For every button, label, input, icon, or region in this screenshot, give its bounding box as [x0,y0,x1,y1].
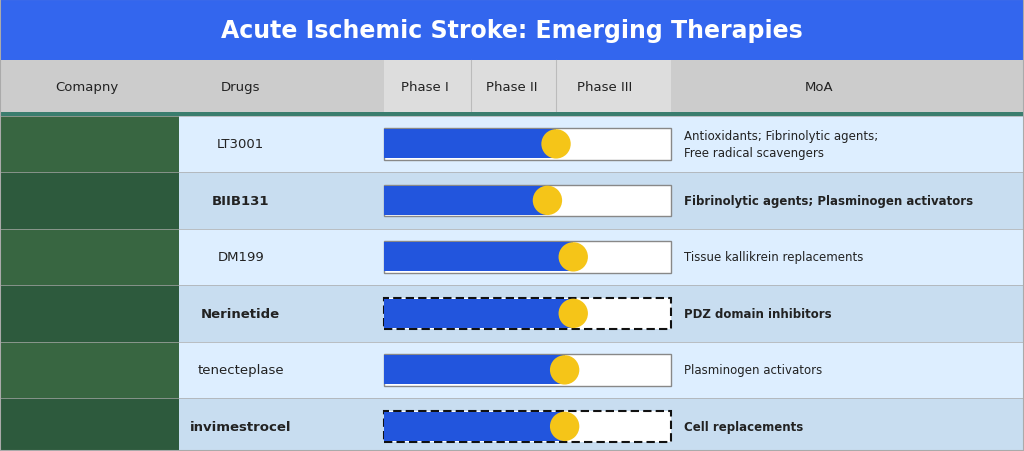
Text: Tissue kallikrein replacements: Tissue kallikrein replacements [684,251,863,264]
FancyBboxPatch shape [0,173,179,229]
FancyBboxPatch shape [384,61,671,113]
Text: Nerinetide: Nerinetide [201,307,281,320]
FancyBboxPatch shape [384,298,671,329]
FancyBboxPatch shape [0,398,179,451]
Text: Antioxidants; Fibrinolytic agents;
Free radical scavengers: Antioxidants; Fibrinolytic agents; Free … [684,129,879,160]
Ellipse shape [532,186,562,216]
Text: DM199: DM199 [217,251,264,264]
FancyBboxPatch shape [179,398,1024,451]
Text: BIIB131: BIIB131 [212,194,269,207]
FancyBboxPatch shape [179,342,1024,398]
Ellipse shape [558,299,588,328]
Text: LT3001: LT3001 [217,138,264,151]
Text: invimestrocel: invimestrocel [189,420,292,433]
FancyBboxPatch shape [384,243,573,272]
FancyBboxPatch shape [384,130,556,159]
FancyBboxPatch shape [179,285,1024,342]
FancyBboxPatch shape [0,116,179,173]
FancyBboxPatch shape [0,113,1024,116]
FancyBboxPatch shape [384,410,671,442]
FancyBboxPatch shape [384,412,564,441]
FancyBboxPatch shape [0,342,179,398]
Text: MoA: MoA [805,80,834,93]
FancyBboxPatch shape [384,299,573,328]
FancyBboxPatch shape [384,242,671,273]
FancyBboxPatch shape [0,0,1024,61]
FancyBboxPatch shape [0,61,1024,113]
Text: Phase III: Phase III [577,80,632,93]
FancyBboxPatch shape [0,285,179,342]
Text: Fibrinolytic agents; Plasminogen activators: Fibrinolytic agents; Plasminogen activat… [684,194,973,207]
Ellipse shape [550,412,580,441]
Text: Comapny: Comapny [55,80,119,93]
Text: Acute Ischemic Stroke: Emerging Therapies: Acute Ischemic Stroke: Emerging Therapie… [221,18,803,42]
FancyBboxPatch shape [179,116,1024,173]
Text: Drugs: Drugs [221,80,260,93]
FancyBboxPatch shape [384,187,548,216]
FancyBboxPatch shape [384,355,564,384]
Ellipse shape [558,243,588,272]
FancyBboxPatch shape [0,229,179,285]
Text: Phase II: Phase II [486,80,538,93]
Text: Plasminogen activators: Plasminogen activators [684,364,822,377]
FancyBboxPatch shape [179,229,1024,285]
Text: tenecteplase: tenecteplase [198,364,284,377]
Ellipse shape [550,355,580,385]
Text: Cell replacements: Cell replacements [684,420,803,433]
FancyBboxPatch shape [384,185,671,217]
FancyBboxPatch shape [384,354,671,386]
FancyBboxPatch shape [384,129,671,160]
FancyBboxPatch shape [179,173,1024,229]
Text: PDZ domain inhibitors: PDZ domain inhibitors [684,307,831,320]
Ellipse shape [542,130,570,159]
Text: Phase I: Phase I [401,80,449,93]
